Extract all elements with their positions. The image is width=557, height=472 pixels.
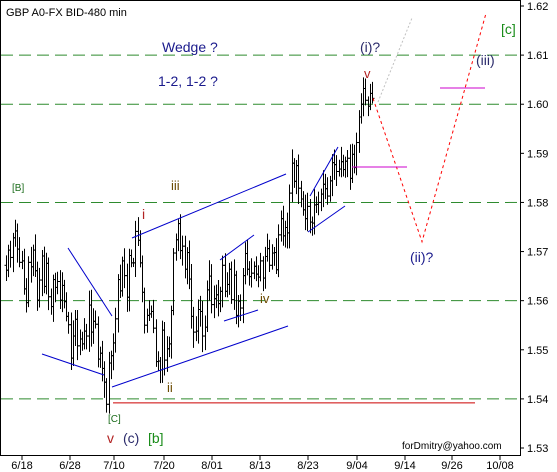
watermark: forDmitry@yahoo.com xyxy=(402,441,502,452)
plot-frame xyxy=(0,0,521,456)
left-channel-lower xyxy=(41,353,105,376)
wave-label-iii: iii xyxy=(171,178,180,193)
small-wedge-upper xyxy=(309,146,339,197)
wave-labels: Wedge ? 1-2, 1-2 ? (i)? v [c] (iii) (ii)… xyxy=(12,21,516,446)
x-tick-label-2: 7/10 xyxy=(103,460,124,472)
x-tick-label-4: 8/01 xyxy=(201,460,222,472)
wave-label-v-bottom: v xyxy=(107,430,114,446)
wedge-lower-line xyxy=(111,325,289,388)
wave-label-iii-circle: (iii) xyxy=(476,52,495,68)
wave-label-iv: iv xyxy=(260,291,270,306)
y-tick-label-5: 1.58 xyxy=(527,197,548,209)
small-wedge-lower xyxy=(307,205,346,233)
trendlines xyxy=(41,146,346,388)
projection-group xyxy=(352,13,487,244)
wave-label-ii: ii xyxy=(167,380,173,395)
inner-wedge-upper xyxy=(219,234,255,261)
alt-projection-line xyxy=(377,17,413,103)
chart-title: GBP A0-FX BID-480 min xyxy=(6,7,127,19)
wave-label-i-circle: (i)? xyxy=(360,39,380,55)
x-tick-label-3: 7/20 xyxy=(153,460,174,472)
wave-label-wedge: Wedge ? xyxy=(162,39,218,55)
wave-label-c-circle: (c) xyxy=(123,430,139,446)
y-tick-label-2: 1.55 xyxy=(527,345,548,357)
x-tick-label-7: 9/04 xyxy=(346,460,367,472)
wave-label-B: [B] xyxy=(12,183,24,194)
y-tick-label-3: 1.56 xyxy=(527,296,548,308)
y-axis: 1.53 1.54 1.55 1.56 1.57 1.58 1.59 1.60 1.61 1.62 xyxy=(520,1,548,455)
x-axis: 6/18 6/28 7/10 7/20 8/01 8/13 8/23 9/04 9/14 9/26… xyxy=(11,455,514,472)
left-channel-upper xyxy=(67,247,113,317)
x-tick-label-0: 6/18 xyxy=(11,460,32,472)
x-tick-label-1: 6/28 xyxy=(59,460,80,472)
price-bars xyxy=(4,77,375,414)
wedge-upper-line xyxy=(131,173,287,239)
x-tick-label-6: 8/23 xyxy=(297,460,318,472)
wave-label-v-top: v xyxy=(364,66,371,81)
y-tick-label-0: 1.53 xyxy=(527,443,548,455)
y-tick-label-6: 1.59 xyxy=(527,148,548,160)
y-tick-label-4: 1.57 xyxy=(527,247,548,259)
inner-wedge-lower xyxy=(223,309,259,322)
x-tick-label-10: 10/08 xyxy=(486,460,514,472)
wave-label-1212: 1-2, 1-2 ? xyxy=(158,73,218,89)
x-tick-label-9: 9/26 xyxy=(441,460,462,472)
wave-label-c-green: [c] xyxy=(501,21,516,37)
y-tick-label-1: 1.54 xyxy=(527,394,548,406)
y-tick-label-8: 1.61 xyxy=(527,50,548,62)
x-tick-label-8: 9/14 xyxy=(394,460,415,472)
projection-path xyxy=(372,13,487,244)
wave-label-C: [C] xyxy=(108,414,121,425)
wave-label-i: i xyxy=(142,206,145,222)
y-tick-label-7: 1.60 xyxy=(527,99,548,111)
x-tick-label-5: 8/13 xyxy=(249,460,270,472)
y-tick-label-9: 1.62 xyxy=(527,1,548,13)
wave-label-ii-circle: (ii)? xyxy=(410,249,434,265)
wave-label-b-green: [b] xyxy=(148,430,164,446)
